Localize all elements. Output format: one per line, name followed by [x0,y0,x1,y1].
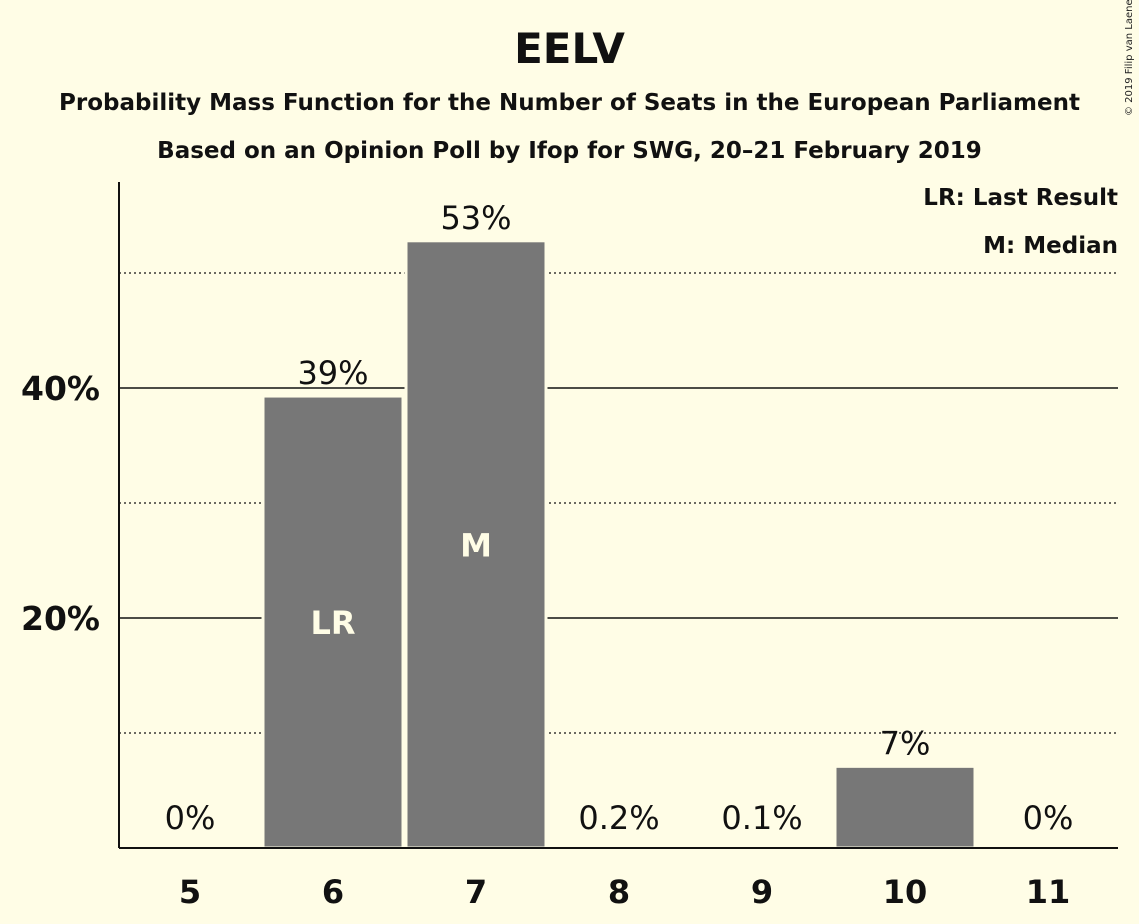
bar-annotation: LR [310,604,355,642]
bar [261,394,405,850]
x-tick-label: 6 [322,873,344,911]
bar-value-label: 39% [297,354,368,392]
bar-value-label: 0% [165,799,216,837]
x-tick-label: 7 [465,873,487,911]
bar-value-label: 53% [440,199,511,237]
legend-last-result: LR: Last Result [923,185,1118,211]
x-tick-label: 5 [179,873,201,911]
bar [404,239,548,850]
chart-subtitle-2: Based on an Opinion Poll by Ifop for SWG… [157,138,982,164]
bar-value-label: 0.1% [721,799,802,837]
y-tick-label: 40% [21,369,100,408]
x-tick-label: 9 [751,873,773,911]
x-tick-label: 10 [883,873,928,911]
bar-annotation: M [460,526,492,564]
x-tick-label: 8 [608,873,630,911]
bar-value-label: 0.2% [578,799,659,837]
y-tick-label: 20% [21,599,100,638]
bar-value-label: 7% [880,724,931,762]
chart-title: EELV [514,24,625,73]
x-tick-label: 11 [1026,873,1071,911]
legend-median: M: Median [983,233,1118,259]
bar-value-label: 0% [1023,799,1074,837]
bar [833,764,977,850]
chart-subtitle-1: Probability Mass Function for the Number… [59,90,1080,116]
